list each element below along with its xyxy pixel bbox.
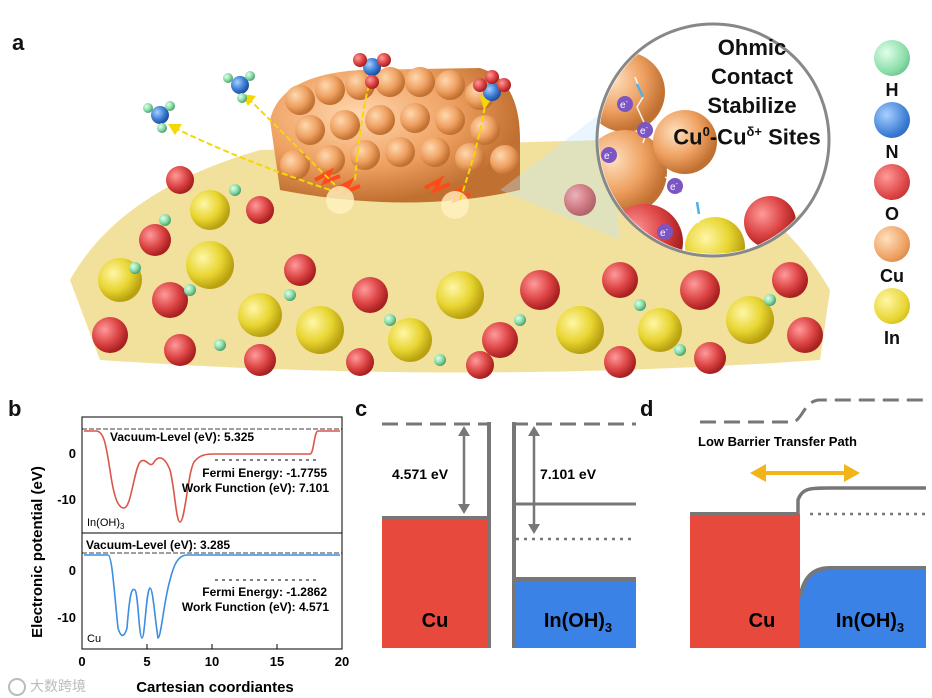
top-vacuum-level: Vacuum-Level (eV): 5.325 — [110, 430, 254, 444]
bottom-fermi-energy: Fermi Energy: -1.2862 — [202, 585, 327, 599]
inoh3-wf-arrow-head-bottom — [528, 524, 540, 534]
cu-label-after: Cu — [749, 610, 776, 632]
top-material-label: In(OH)3 — [87, 517, 125, 531]
inoh3-label-after: In(OH)3 — [836, 610, 904, 635]
top-fermi-energy: Fermi Energy: -1.7755 — [202, 466, 327, 480]
watermark: 大数跨境 — [8, 676, 86, 697]
electron-label-2: e- — [640, 125, 649, 137]
substrate-atoms — [92, 166, 823, 379]
legend-n: N — [860, 102, 926, 164]
x-tick-labels: 0 5 10 15 20 — [78, 654, 349, 669]
band-bending-valence — [798, 566, 926, 599]
electrons — [601, 96, 683, 240]
panel-label-c: c — [355, 396, 368, 421]
inset-sites-label: Cu0-Cuδ+ Sites — [673, 124, 821, 150]
inoh3-potential-curve — [84, 430, 340, 523]
cu-potential-curve — [84, 554, 340, 639]
y-tick-labels-top: 0 -10 — [57, 446, 76, 507]
panel-label-b: b — [8, 396, 22, 421]
inoh3-wf-arrow-head-top — [528, 426, 540, 436]
inoh3-label: In(OH)3 — [544, 610, 612, 635]
band-bending-conduction — [796, 486, 926, 514]
transfer-arrow-left-head — [750, 464, 766, 482]
cu-block-after — [690, 514, 798, 648]
electron-label-1: e- — [620, 99, 629, 111]
panel-label-d: d — [640, 396, 654, 421]
no3-molecule-1 — [353, 53, 391, 89]
potential-plot: Electronic potential (eV) Cartesian coor… — [29, 416, 349, 696]
x-axis-label: Cartesian coordiantes — [136, 679, 294, 696]
reaction-arrows — [174, 79, 486, 201]
band-diagram-after-contact: Low Barrier Transfer Path Cu In(OH)3 — [690, 398, 926, 648]
y-tick-labels-bottom: 0 -10 — [57, 563, 76, 625]
bottom-vacuum-level: Vacuum-Level (eV): 3.285 — [86, 538, 230, 552]
vacuum-level-after-contact — [700, 398, 926, 424]
legend-h: H — [860, 40, 926, 102]
h-atom-icon — [874, 40, 910, 76]
legend-o: O — [860, 164, 926, 226]
y-axis-label: Electronic potential (eV) — [29, 466, 46, 638]
transfer-path-label: Low Barrier Transfer Path — [698, 434, 857, 449]
inoh3-work-function-value: 7.101 eV — [540, 466, 597, 482]
y-tick-bottom-0: 0 — [69, 563, 76, 578]
inset-caption: Ohmic Contact Stabilize — [672, 33, 832, 120]
o-atom-icon — [874, 164, 910, 200]
y-tick-bottom-m10: -10 — [57, 610, 76, 625]
inset-line-1: Ohmic — [717, 35, 787, 60]
legend-cu: Cu — [860, 226, 926, 288]
zoom-beam — [500, 110, 620, 240]
inoh3-block-after — [800, 568, 926, 648]
cu-block — [382, 518, 488, 648]
n-atom-icon — [874, 102, 910, 138]
electron-label-5: e- — [660, 227, 669, 239]
cu-wf-arrow-head-top — [458, 426, 470, 436]
band-diagram-before-contact: 4.571 eV 7.101 eV Cu In(OH)3 — [382, 422, 636, 648]
interface-sparks — [314, 167, 471, 219]
top-work-function: Work Function (eV): 7.101 — [182, 481, 329, 495]
cu-atom-icon — [874, 226, 910, 262]
nh3-molecule-1 — [143, 101, 175, 133]
electron-label-4: e- — [670, 181, 679, 193]
cu-label: Cu — [422, 610, 449, 632]
no3-molecule-2 — [473, 70, 511, 101]
watermark-logo-icon — [8, 678, 26, 697]
electron-label-3: e- — [604, 150, 613, 162]
cu-work-function-value: 4.571 eV — [392, 466, 449, 482]
x-tick-20: 20 — [335, 654, 349, 669]
bottom-material-label: Cu — [87, 633, 101, 645]
y-tick-top-m10: -10 — [57, 492, 76, 507]
y-tick-top-0: 0 — [69, 446, 76, 461]
x-tick-5: 5 — [143, 654, 150, 669]
x-tick-0: 0 — [78, 654, 85, 669]
atom-legend: H N O Cu In — [860, 40, 926, 350]
zoom-inset: e- e- e- e- e- — [595, 22, 831, 258]
in-atom-icon — [874, 288, 910, 324]
inset-line-3: Stabilize — [707, 93, 797, 118]
panel-label-a: a — [12, 30, 25, 55]
nh3-molecule-2 — [223, 71, 255, 103]
x-tick-10: 10 — [205, 654, 219, 669]
x-tick-15: 15 — [270, 654, 284, 669]
cu-wf-arrow-head-bottom — [458, 504, 470, 514]
bottom-work-function: Work Function (eV): 4.571 — [182, 600, 329, 614]
inoh3-block — [516, 580, 636, 648]
x-ticks — [81, 644, 343, 649]
transfer-arrow-right-head — [844, 464, 860, 482]
inset-line-2: Contact — [711, 64, 793, 89]
legend-in: In — [860, 288, 926, 350]
